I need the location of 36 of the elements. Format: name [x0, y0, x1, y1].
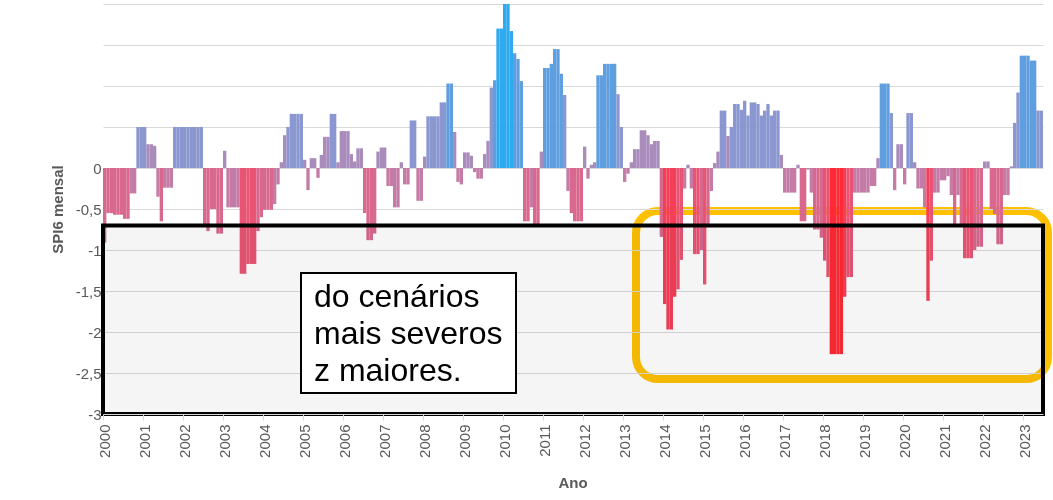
x-tick-label: 2011	[535, 424, 553, 457]
x-tick-label: 2015	[695, 424, 713, 458]
x-tick-label: 2004	[255, 424, 273, 458]
x-tick-label: 2016	[735, 424, 753, 458]
y-tick-label: -3	[88, 405, 102, 423]
y-tick-label: -2	[88, 323, 102, 341]
x-tick-label: 2000	[95, 424, 113, 458]
x-tick-label: 2008	[415, 424, 433, 458]
x-tick-label: 2012	[575, 424, 593, 458]
x-tick-label: 2006	[335, 424, 353, 458]
y-tick-label: -0,5	[75, 200, 102, 218]
x-tick-label: 2009	[455, 424, 473, 458]
x-tick-label: 2010	[495, 424, 513, 458]
annotation: mais severos	[314, 314, 503, 352]
y-tick-label: -1,5	[75, 282, 102, 300]
y-tick-label: -1	[88, 241, 102, 259]
x-tick-label: 2001	[135, 424, 153, 458]
annotation: do cenários	[314, 278, 481, 315]
x-tick-label: 2020	[895, 424, 913, 458]
x-tick-label: 2018	[815, 424, 833, 458]
x-tick-label: 2005	[295, 424, 313, 458]
x-tick-label: 2002	[175, 424, 193, 458]
x-tick-label: 2003	[215, 424, 233, 458]
x-tick-label: 2023	[1015, 424, 1033, 458]
y-tick-label: -2,5	[75, 364, 102, 382]
y-tick-label: 0	[93, 159, 102, 177]
x-tick-label: 2014	[655, 424, 673, 458]
x-tick-label: 2017	[775, 424, 793, 458]
x-tick-label: 2019	[855, 424, 873, 458]
x-tick-label: 2013	[615, 424, 633, 458]
x-tick-label: 2007	[375, 424, 393, 458]
annotation: z maiores.	[314, 351, 463, 389]
x-tick-label: 2022	[975, 424, 993, 458]
x-tick-label: 2021	[935, 424, 953, 458]
y-axis-title: SPI6 mensal	[48, 165, 66, 254]
x-axis-title: Ano	[557, 474, 589, 491]
